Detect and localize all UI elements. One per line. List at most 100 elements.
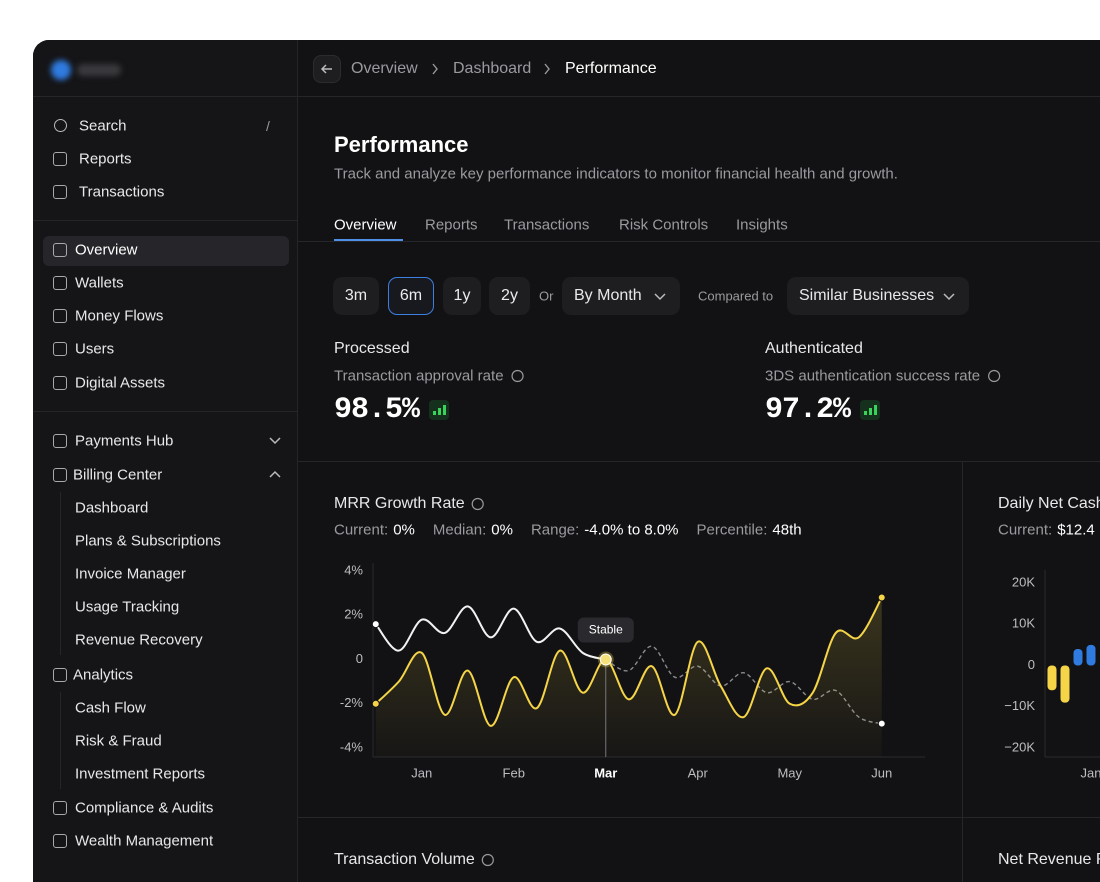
nav-item[interactable]: Revenue Recovery (75, 631, 203, 649)
y-tick-label: −10K (1004, 698, 1035, 713)
y-tick-label: 0 (356, 651, 363, 666)
y-tick-label: 4% (344, 562, 363, 577)
breadcrumb-separator (544, 63, 550, 75)
back-icon (320, 64, 332, 74)
annotation-label: Stable (589, 623, 623, 637)
x-tick-label: May (777, 765, 802, 780)
x-tick-label: Jan (1081, 765, 1100, 780)
area (375, 597, 882, 757)
tab-underline (334, 239, 403, 241)
range-button[interactable]: 3m (333, 277, 379, 315)
stat-label: Percentile: (696, 521, 768, 539)
nav-item[interactable]: Risk & Fraud (75, 732, 162, 750)
end-dot (371, 699, 380, 708)
card-title: MRR Growth Rate (334, 495, 465, 512)
info-icon (471, 497, 484, 511)
breadcrumb-item: Performance (565, 60, 657, 77)
nav-item[interactable]: Wealth Management (75, 832, 214, 850)
y-tick-label: -2% (340, 695, 364, 710)
divider (33, 96, 297, 97)
or-label: Or (539, 288, 554, 304)
breadcrumb-item[interactable]: Overview (351, 60, 418, 77)
nav-item[interactable]: Analytics (73, 666, 134, 684)
nav-icon (53, 468, 67, 482)
x-tick-label: Jan (411, 765, 432, 780)
compared-value: Similar Businesses (799, 287, 935, 304)
nav-item[interactable]: Billing Center (73, 466, 163, 484)
nav-item[interactable]: Investment Reports (75, 765, 206, 783)
nav-item[interactable]: Users (75, 340, 115, 358)
chevron (943, 293, 955, 301)
y-tick-label: 20K (1012, 574, 1035, 589)
trend-bar (433, 411, 437, 415)
nav-item[interactable]: Digital Assets (75, 374, 166, 392)
trend-bar (443, 405, 447, 415)
nav-icon (53, 152, 67, 166)
nav-item[interactable]: Money Flows (75, 307, 164, 325)
breadcrumb-item[interactable]: Dashboard (453, 60, 532, 77)
end-dot (371, 620, 380, 629)
annotation-marker (599, 653, 612, 666)
tabs-border (298, 241, 1100, 242)
end-dot (877, 719, 886, 728)
x-tick-label: Feb (503, 765, 525, 780)
nav-item[interactable]: Overview (75, 241, 138, 259)
range-button[interactable]: 6m (388, 277, 434, 315)
info-icon (481, 853, 494, 867)
nav-item[interactable]: Plans & Subscriptions (75, 532, 221, 550)
divider (33, 411, 297, 412)
trend-bar (438, 408, 442, 415)
tab[interactable]: Insights (736, 216, 788, 234)
tab[interactable]: Risk Controls (619, 216, 709, 234)
stat-value: 0% (393, 521, 415, 539)
grouping-dropdown[interactable] (562, 277, 680, 315)
logo (51, 60, 71, 80)
nav-item[interactable]: Usage Tracking (75, 598, 180, 616)
chevron (269, 437, 281, 445)
nav-icon (53, 309, 67, 323)
nav-item[interactable]: Payments Hub (75, 432, 174, 450)
stat-value: -4.0% to 8.0% (584, 521, 679, 539)
nav-item[interactable]: Transactions (79, 183, 165, 201)
tab[interactable]: Transactions (504, 216, 590, 234)
nav-item[interactable]: Dashboard (75, 499, 149, 517)
y-tick-label: -4% (340, 739, 364, 754)
y-tick-label: −20K (1004, 739, 1035, 754)
tab[interactable]: Reports (425, 216, 478, 234)
stat-label: Current: (998, 521, 1053, 539)
header-border (298, 96, 1100, 97)
card-title: Net Revenue R (998, 851, 1100, 868)
x-tick-label: Apr (688, 765, 709, 780)
stat-label: Range: (530, 521, 580, 539)
trend-bar (869, 408, 873, 415)
nav-item[interactable]: Cash Flow (75, 699, 146, 717)
nav-item[interactable]: Wallets (75, 274, 124, 292)
bar (1073, 649, 1083, 666)
range-button[interactable]: 2y (489, 277, 530, 315)
card-title: Daily Net Cash (998, 495, 1100, 512)
nav-icon (53, 668, 67, 682)
compared-dropdown[interactable] (787, 277, 969, 315)
nav-active-bg (43, 236, 289, 266)
search-icon (54, 119, 67, 132)
card-title: Transaction Volume (334, 851, 475, 868)
breadcrumb-separator (432, 63, 438, 75)
tree-line (60, 692, 61, 789)
page-subtitle: Track and analyze key performance indica… (334, 165, 898, 183)
nav-search[interactable]: Search (79, 117, 127, 135)
trend-bar (864, 411, 868, 415)
nav-item[interactable]: Invoice Manager (75, 565, 186, 583)
kpi-label: Processed (334, 340, 410, 357)
sidebar (33, 40, 298, 882)
nav-icon (53, 185, 67, 199)
nav-item[interactable]: Compliance & Audits (75, 799, 214, 817)
x-tick-label: Mar (594, 765, 617, 780)
nav-item[interactable]: Reports (79, 150, 132, 168)
tab[interactable]: Overview (334, 216, 397, 234)
range-button[interactable]: 1y (443, 277, 481, 315)
back-button[interactable] (313, 55, 341, 83)
chevron (654, 293, 666, 301)
tooltip-bg (577, 617, 634, 643)
compared-label: Compared to (698, 288, 774, 304)
nav-icon (53, 434, 67, 448)
